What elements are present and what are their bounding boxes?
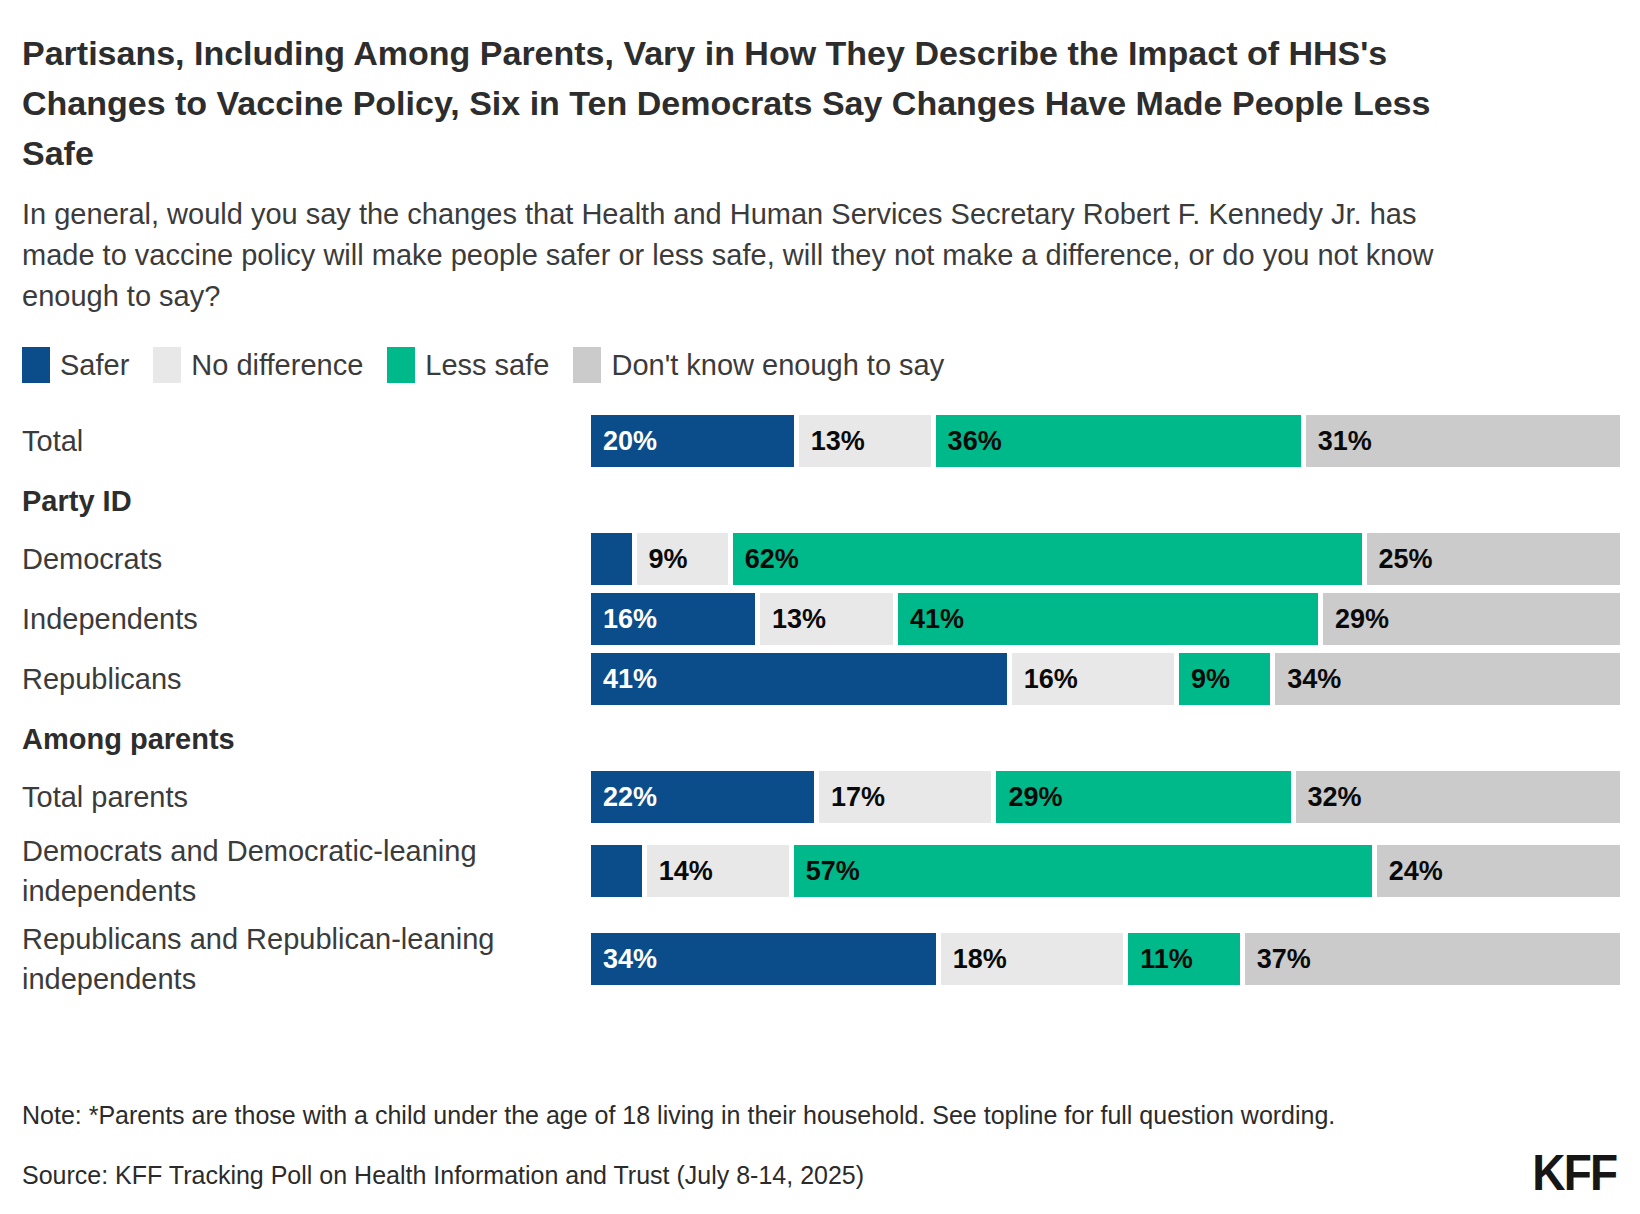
note: Note: *Parents are those with a child un… — [22, 1098, 1616, 1132]
legend-label: No difference — [191, 349, 363, 382]
chart-footer: Note: *Parents are those with a child un… — [22, 1098, 1616, 1198]
bar-segment-don-t-know-enough-to-say: 32% — [1296, 771, 1620, 823]
legend-item-don-t-know-enough-to-say: Don't know enough to say — [573, 347, 944, 383]
bar-segment-value: 37% — [1245, 944, 1311, 975]
bar-segment-less-safe: 36% — [936, 415, 1301, 467]
bar-segment-value: 31% — [1306, 426, 1372, 457]
bar-segment-no-difference: 9% — [637, 533, 728, 585]
bar-segment-safer: 22% — [591, 771, 814, 823]
bar-segment-value: 41% — [898, 604, 964, 635]
bar-segment-safer: 16% — [591, 593, 755, 645]
bar-segment-safer: 41% — [591, 653, 1007, 705]
chart-row-total-parents: Total parents22% 17% 29% 32% — [22, 771, 1620, 823]
bar-segment-value: 18% — [941, 944, 1007, 975]
stacked-bar: 14% 57% 24% — [591, 845, 1620, 897]
bar-segment-value: 17% — [819, 782, 885, 813]
stacked-bar: 41% 16% 9% 34% — [591, 653, 1620, 705]
bar-segment-value: 36% — [936, 426, 1002, 457]
section-header-party-id: Party ID — [22, 481, 1620, 521]
bar-segment-value: 41% — [591, 664, 657, 695]
legend-swatch-don-t-know-enough-to-say — [573, 347, 601, 383]
bar-segment-don-t-know-enough-to-say: 34% — [1275, 653, 1620, 705]
legend: Safer No difference Less safe Don't know en… — [22, 347, 1620, 383]
bar-segment-no-difference: 18% — [941, 933, 1124, 985]
source-row: Source: KFF Tracking Poll on Health Info… — [22, 1148, 1616, 1198]
bar-segment-value: 29% — [996, 782, 1062, 813]
legend-swatch-safer — [22, 347, 50, 383]
bar-segment-value: 29% — [1323, 604, 1389, 635]
legend-item-safer: Safer — [22, 347, 129, 383]
row-label: Democrats — [22, 539, 591, 579]
bar-segment-value: 16% — [1012, 664, 1078, 695]
bar-segment-value: 20% — [591, 426, 657, 457]
chart-row-democrats: Democrats 9% 62% 25% — [22, 533, 1620, 585]
bar-segment-value: 34% — [591, 944, 657, 975]
legend-label: Don't know enough to say — [611, 349, 944, 382]
section-header-among-parents: Among parents — [22, 719, 1620, 759]
bar-segment-safer: 34% — [591, 933, 936, 985]
chart-row-republicans: Republicans41% 16% 9% 34% — [22, 653, 1620, 705]
bar-segment-safer: 20% — [591, 415, 794, 467]
stacked-bar: 20% 13% 36% 31% — [591, 415, 1620, 467]
row-label: Republicans and Republican-leaning indep… — [22, 919, 591, 999]
bar-segment-don-t-know-enough-to-say: 37% — [1245, 933, 1620, 985]
bar-segment-value: 14% — [647, 856, 713, 887]
legend-item-no-difference: No difference — [153, 347, 363, 383]
bar-segment-value: 11% — [1128, 944, 1193, 975]
kff-logo: KFF — [1532, 1148, 1616, 1198]
chart-row-total: Total20% 13% 36% 31% — [22, 415, 1620, 467]
bar-segment-less-safe: 41% — [898, 593, 1318, 645]
chart-title: Partisans, Including Among Parents, Vary… — [22, 28, 1482, 178]
bar-segment-safer — [591, 845, 642, 897]
bar-segment-no-difference: 13% — [760, 593, 893, 645]
bar-segment-value: 9% — [1179, 664, 1230, 695]
bar-segment-value: 32% — [1296, 782, 1362, 813]
bar-segment-value: 13% — [799, 426, 865, 457]
chart-row-republicans-and-republican-leaning-independents: Republicans and Republican-leaning indep… — [22, 919, 1620, 999]
bar-segment-less-safe: 57% — [794, 845, 1372, 897]
bar-segment-don-t-know-enough-to-say: 31% — [1306, 415, 1620, 467]
legend-item-less-safe: Less safe — [387, 347, 549, 383]
bar-segment-value: 16% — [591, 604, 657, 635]
legend-label: Less safe — [425, 349, 549, 382]
chart-row-democrats-and-democratic-leaning-independents: Democrats and Democratic-leaning indepen… — [22, 831, 1620, 911]
bar-segment-less-safe: 29% — [996, 771, 1290, 823]
row-label: Total parents — [22, 777, 591, 817]
stacked-bar: 34% 18% 11% 37% — [591, 933, 1620, 985]
bar-segment-don-t-know-enough-to-say: 25% — [1367, 533, 1621, 585]
source: Source: KFF Tracking Poll on Health Info… — [22, 1158, 864, 1192]
stacked-bar: 9% 62% 25% — [591, 533, 1620, 585]
bar-segment-value: 22% — [591, 782, 657, 813]
bar-segment-safer — [591, 533, 632, 585]
row-label: Democrats and Democratic-leaning indepen… — [22, 831, 591, 911]
bar-segment-don-t-know-enough-to-say: 29% — [1323, 593, 1620, 645]
stacked-bar: 22% 17% 29% 32% — [591, 771, 1620, 823]
bar-segment-value: 34% — [1275, 664, 1341, 695]
bar-segment-value: 25% — [1367, 544, 1433, 575]
bar-segment-no-difference: 17% — [819, 771, 991, 823]
bar-segment-no-difference: 13% — [799, 415, 931, 467]
bar-segment-no-difference: 14% — [647, 845, 789, 897]
bar-segment-value: 57% — [794, 856, 860, 887]
legend-swatch-less-safe — [387, 347, 415, 383]
bar-segment-less-safe: 9% — [1179, 653, 1270, 705]
bar-segment-less-safe: 11% — [1128, 933, 1240, 985]
row-label: Total — [22, 421, 591, 461]
row-label: Republicans — [22, 659, 591, 699]
stacked-bar-chart: Total20% 13% 36% 31% Party ID Democrats 9% 62% 2… — [22, 415, 1620, 999]
bar-segment-value: 24% — [1377, 856, 1443, 887]
row-label: Independents — [22, 599, 591, 639]
chart-subtitle: In general, would you say the changes th… — [22, 194, 1492, 317]
legend-swatch-no-difference — [153, 347, 181, 383]
chart-row-independents: Independents16% 13% 41% 29% — [22, 593, 1620, 645]
legend-label: Safer — [60, 349, 129, 382]
bar-segment-less-safe: 62% — [733, 533, 1362, 585]
bar-segment-no-difference: 16% — [1012, 653, 1174, 705]
bar-segment-value: 13% — [760, 604, 826, 635]
chart-card: Partisans, Including Among Parents, Vary… — [0, 0, 1640, 1214]
bar-segment-value: 9% — [637, 544, 688, 575]
bar-segment-value: 62% — [733, 544, 799, 575]
bar-segment-don-t-know-enough-to-say: 24% — [1377, 845, 1620, 897]
stacked-bar: 16% 13% 41% 29% — [591, 593, 1620, 645]
